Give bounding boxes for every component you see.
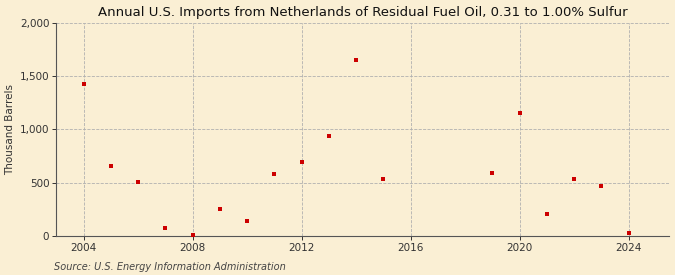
Title: Annual U.S. Imports from Netherlands of Residual Fuel Oil, 0.31 to 1.00% Sulfur: Annual U.S. Imports from Netherlands of … (98, 6, 628, 18)
Text: Source: U.S. Energy Information Administration: Source: U.S. Energy Information Administ… (54, 262, 286, 272)
Point (541, 211, 552, 216)
Point (378, 177, 389, 182)
Y-axis label: Thousand Barrels: Thousand Barrels (5, 84, 16, 175)
Point (215, 207, 225, 211)
Point (269, 172, 279, 176)
Point (514, 111, 525, 116)
Point (323, 133, 334, 138)
Point (105, 163, 116, 168)
Point (568, 177, 579, 182)
Point (133, 179, 144, 184)
Point (623, 231, 634, 235)
Point (160, 226, 171, 230)
Point (350, 58, 361, 62)
Point (78, 82, 89, 87)
Point (596, 184, 607, 188)
Point (296, 160, 307, 164)
Point (242, 219, 252, 223)
Point (187, 233, 198, 237)
Point (487, 171, 497, 175)
